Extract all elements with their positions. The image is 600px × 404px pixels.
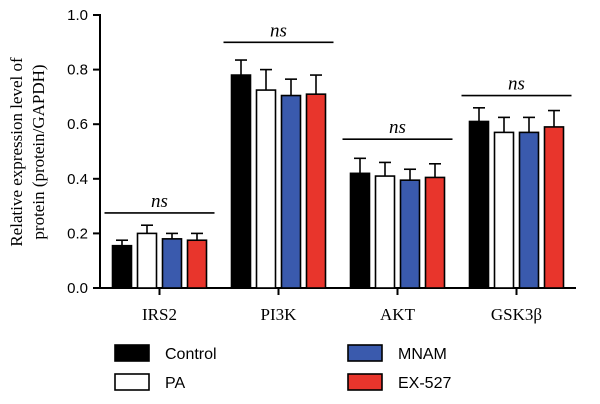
bar — [161, 238, 183, 289]
bar — [230, 74, 252, 289]
bar — [305, 93, 327, 289]
legend-swatch — [114, 344, 150, 362]
x-tick-label: GSK3β — [491, 305, 542, 324]
bar — [493, 131, 515, 289]
bar — [543, 126, 565, 289]
significance-label: ns — [151, 191, 168, 212]
legend-label: EX-527 — [398, 375, 451, 392]
y-tick-label: 1.0 — [67, 7, 88, 24]
y-tick-label: 0.0 — [67, 280, 88, 297]
bar — [424, 176, 446, 289]
legend-swatch — [347, 373, 383, 391]
bar — [349, 172, 371, 289]
bar — [255, 89, 277, 289]
x-tick-label: AKT — [380, 305, 416, 324]
bar — [186, 239, 208, 289]
bar — [111, 244, 133, 289]
legend-swatch — [347, 344, 383, 362]
legend: Control PA MNAM EX-527 — [114, 344, 451, 392]
legend-label: MNAM — [398, 346, 447, 363]
bar — [374, 175, 396, 289]
x-tick-label: PI3K — [261, 305, 298, 324]
bar — [280, 94, 302, 289]
plot-area: 0.0 0.2 0.4 0.6 0.8 1.0 IRS2 PI3K AKT GSK3β ns ns ns… — [67, 7, 576, 324]
significance-label: ns — [389, 117, 406, 138]
bar — [136, 232, 158, 289]
y-tick-label: 0.4 — [67, 171, 88, 188]
y-axis-label-line2: protein (protein/GAPDH) — [29, 64, 48, 239]
x-tick-label: IRS2 — [142, 305, 177, 324]
legend-label: PA — [165, 375, 185, 392]
y-axis-label-line1: Relative expression level of — [7, 57, 26, 247]
bar — [399, 179, 421, 289]
y-tick-label: 0.6 — [67, 116, 88, 133]
bar — [518, 131, 540, 289]
legend-swatch — [114, 373, 150, 391]
bar — [468, 120, 490, 289]
significance-label: ns — [508, 74, 525, 95]
y-tick-label: 0.8 — [67, 62, 88, 79]
y-tick-label: 0.2 — [67, 225, 88, 242]
significance-label: ns — [270, 20, 287, 41]
legend-label: Control — [165, 346, 217, 363]
